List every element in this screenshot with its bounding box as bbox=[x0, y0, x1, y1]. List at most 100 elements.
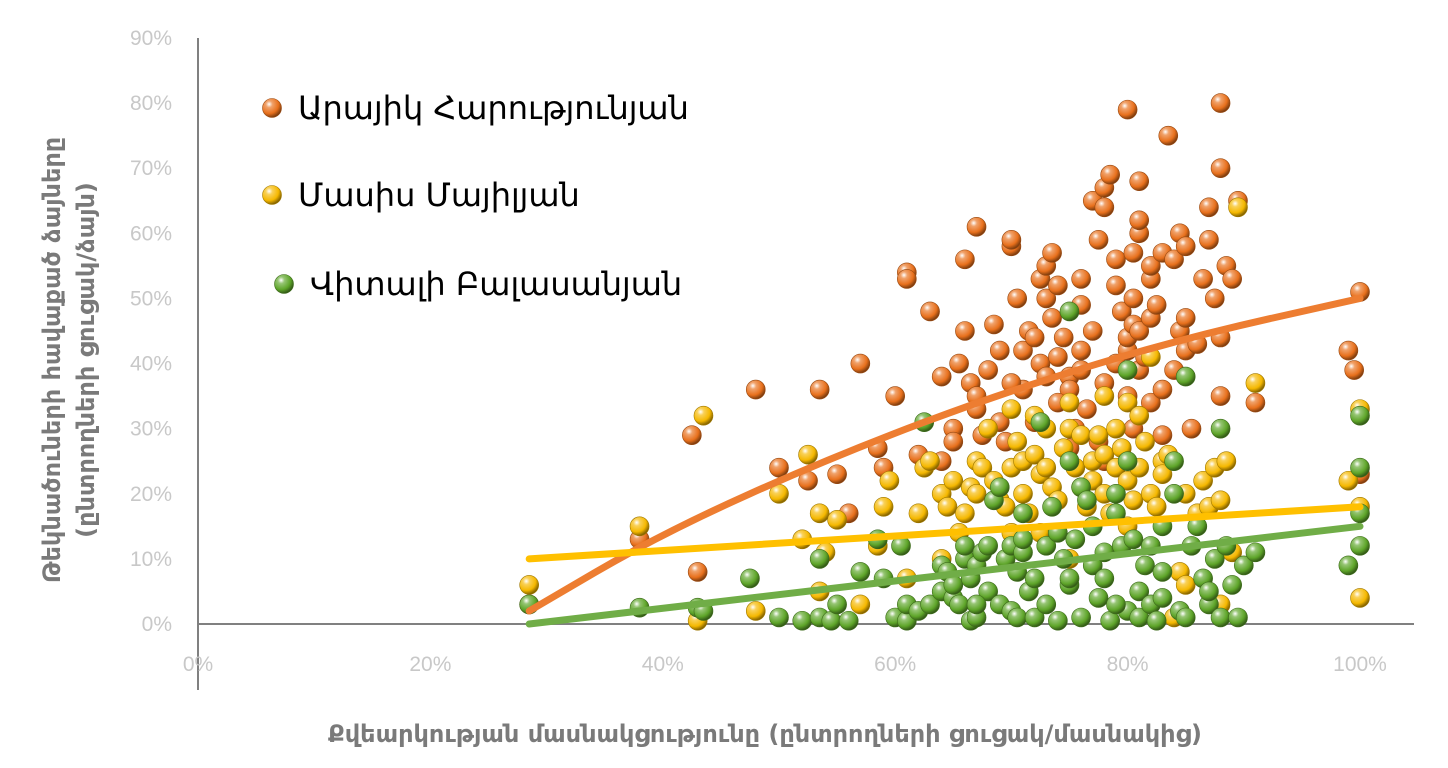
data-point bbox=[1007, 607, 1028, 628]
series-points bbox=[519, 93, 1370, 615]
data-point bbox=[687, 562, 708, 582]
y-tick-label: 0% bbox=[142, 613, 172, 636]
data-point bbox=[1152, 464, 1173, 485]
x-tick-label: 0% bbox=[183, 653, 213, 676]
data-point bbox=[1193, 269, 1213, 289]
data-point bbox=[1100, 164, 1120, 185]
data-point bbox=[949, 353, 969, 374]
data-point bbox=[1245, 373, 1266, 393]
data-point bbox=[1036, 457, 1057, 478]
data-point bbox=[1164, 483, 1184, 504]
data-point bbox=[920, 594, 940, 615]
data-point bbox=[1071, 340, 1091, 361]
data-point bbox=[1175, 607, 1196, 628]
y-tick-labels: 0% 10% 20% 30% 40% 50% 60% 70% 80% 90% bbox=[130, 27, 172, 636]
data-point bbox=[1129, 581, 1150, 602]
data-point bbox=[1123, 490, 1144, 511]
data-point bbox=[1135, 555, 1155, 576]
data-point bbox=[745, 379, 766, 400]
data-point bbox=[850, 562, 871, 582]
trendlines bbox=[525, 294, 1364, 628]
legend-marker bbox=[274, 274, 294, 294]
data-point bbox=[1164, 249, 1184, 270]
legend-marker bbox=[262, 98, 282, 118]
data-point bbox=[966, 483, 987, 504]
data-point bbox=[629, 516, 650, 537]
y-tick-label: 60% bbox=[130, 222, 172, 245]
trendline bbox=[525, 503, 1364, 563]
data-point bbox=[1216, 451, 1237, 472]
data-point bbox=[1036, 288, 1057, 309]
data-point bbox=[827, 464, 847, 485]
data-point bbox=[955, 536, 975, 556]
data-point bbox=[1106, 249, 1126, 270]
data-point bbox=[908, 503, 929, 524]
data-point bbox=[1077, 399, 1097, 419]
data-point bbox=[1088, 230, 1109, 250]
data-point bbox=[1024, 327, 1045, 348]
data-point bbox=[519, 575, 539, 595]
data-point bbox=[1036, 594, 1057, 615]
data-point bbox=[1344, 360, 1364, 380]
data-point bbox=[1210, 418, 1231, 439]
data-point bbox=[955, 321, 975, 341]
x-tick-label: 20% bbox=[409, 653, 451, 676]
data-point bbox=[1001, 399, 1022, 419]
data-point bbox=[827, 594, 847, 615]
x-tick-label: 40% bbox=[642, 653, 684, 676]
data-point bbox=[740, 568, 760, 589]
data-point bbox=[1001, 230, 1022, 250]
data-point bbox=[1222, 269, 1242, 289]
y-axis-title: Թեկնածուների հավաքած ձայները (ընտրողների… bbox=[38, 137, 100, 583]
data-point bbox=[966, 594, 987, 615]
data-point bbox=[943, 431, 964, 452]
data-point bbox=[1175, 366, 1196, 387]
data-point bbox=[1117, 470, 1138, 491]
data-point bbox=[1350, 405, 1370, 426]
data-point bbox=[1111, 301, 1132, 322]
data-point bbox=[1094, 386, 1115, 406]
data-point bbox=[1117, 392, 1138, 413]
data-point bbox=[1135, 431, 1155, 452]
data-point bbox=[1210, 386, 1231, 406]
data-point bbox=[1053, 327, 1074, 348]
x-tick-label: 100% bbox=[1333, 653, 1387, 676]
y-tick-label: 10% bbox=[130, 548, 172, 571]
data-point bbox=[1042, 496, 1062, 517]
data-point bbox=[1245, 542, 1266, 563]
data-point bbox=[682, 425, 702, 445]
data-point bbox=[1106, 483, 1126, 504]
data-point bbox=[1048, 347, 1068, 367]
data-point bbox=[955, 249, 975, 270]
data-point bbox=[1088, 588, 1109, 608]
data-point bbox=[1141, 392, 1161, 413]
data-point bbox=[1117, 360, 1138, 380]
data-point bbox=[838, 610, 859, 631]
data-point bbox=[745, 601, 766, 621]
data-point bbox=[1030, 412, 1051, 432]
data-point bbox=[1152, 425, 1173, 445]
data-point bbox=[879, 470, 900, 491]
data-point bbox=[1146, 496, 1167, 517]
legend: Արայիկ Հարությունյան Մասիս Մայիլյան Վիտալի… bbox=[262, 89, 689, 303]
data-point bbox=[1234, 555, 1254, 576]
data-point bbox=[978, 536, 998, 556]
data-point bbox=[1210, 490, 1231, 511]
data-point bbox=[1158, 125, 1179, 146]
data-point bbox=[1059, 392, 1080, 413]
data-point bbox=[937, 496, 958, 517]
data-point bbox=[931, 366, 952, 387]
data-point bbox=[1042, 308, 1062, 328]
data-point bbox=[769, 607, 789, 628]
data-point bbox=[955, 503, 975, 524]
y-tick-label: 70% bbox=[130, 157, 172, 180]
data-point bbox=[949, 594, 969, 615]
series-points bbox=[519, 301, 1370, 631]
data-point bbox=[885, 386, 906, 406]
data-point bbox=[1048, 610, 1068, 631]
data-point bbox=[1350, 457, 1370, 478]
data-point bbox=[1059, 301, 1080, 322]
data-point bbox=[1199, 230, 1219, 250]
x-axis-title: Քվեարկության մասնակցությունը (ընտրողների… bbox=[328, 720, 1202, 748]
